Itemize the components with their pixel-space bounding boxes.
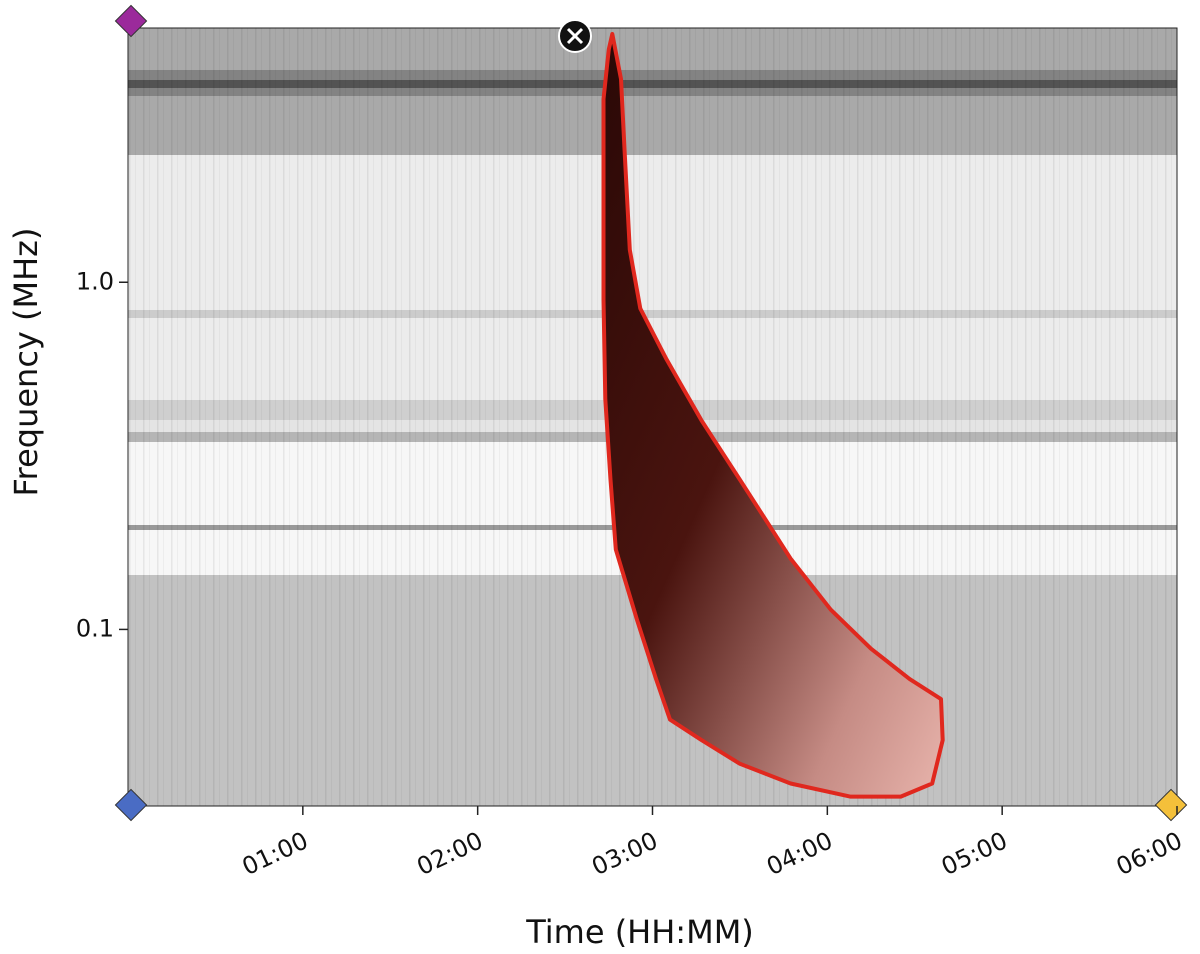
corner-handle-top-left[interactable] [114, 4, 148, 38]
y-tick-label: 0.1 [76, 614, 114, 642]
corner-handle-bottom-left[interactable] [114, 788, 148, 822]
y-axis-label: Frequency (MHz) [7, 228, 45, 497]
x-tick-label: 01:00 [238, 826, 313, 881]
x-tick-label: 05:00 [937, 826, 1012, 881]
annotation-region [601, 32, 945, 799]
x-tick-label: 02:00 [413, 826, 488, 881]
close-button[interactable] [558, 19, 592, 53]
y-tick-label: 1.0 [76, 267, 114, 295]
x-tick-label: 03:00 [587, 826, 662, 881]
x-tick-label: 04:00 [762, 826, 837, 881]
corner-handle-bottom-right[interactable] [1154, 788, 1188, 822]
x-tick-label: 06:00 [1112, 826, 1187, 881]
x-axis-label: Time (HH:MM) [525, 913, 754, 951]
